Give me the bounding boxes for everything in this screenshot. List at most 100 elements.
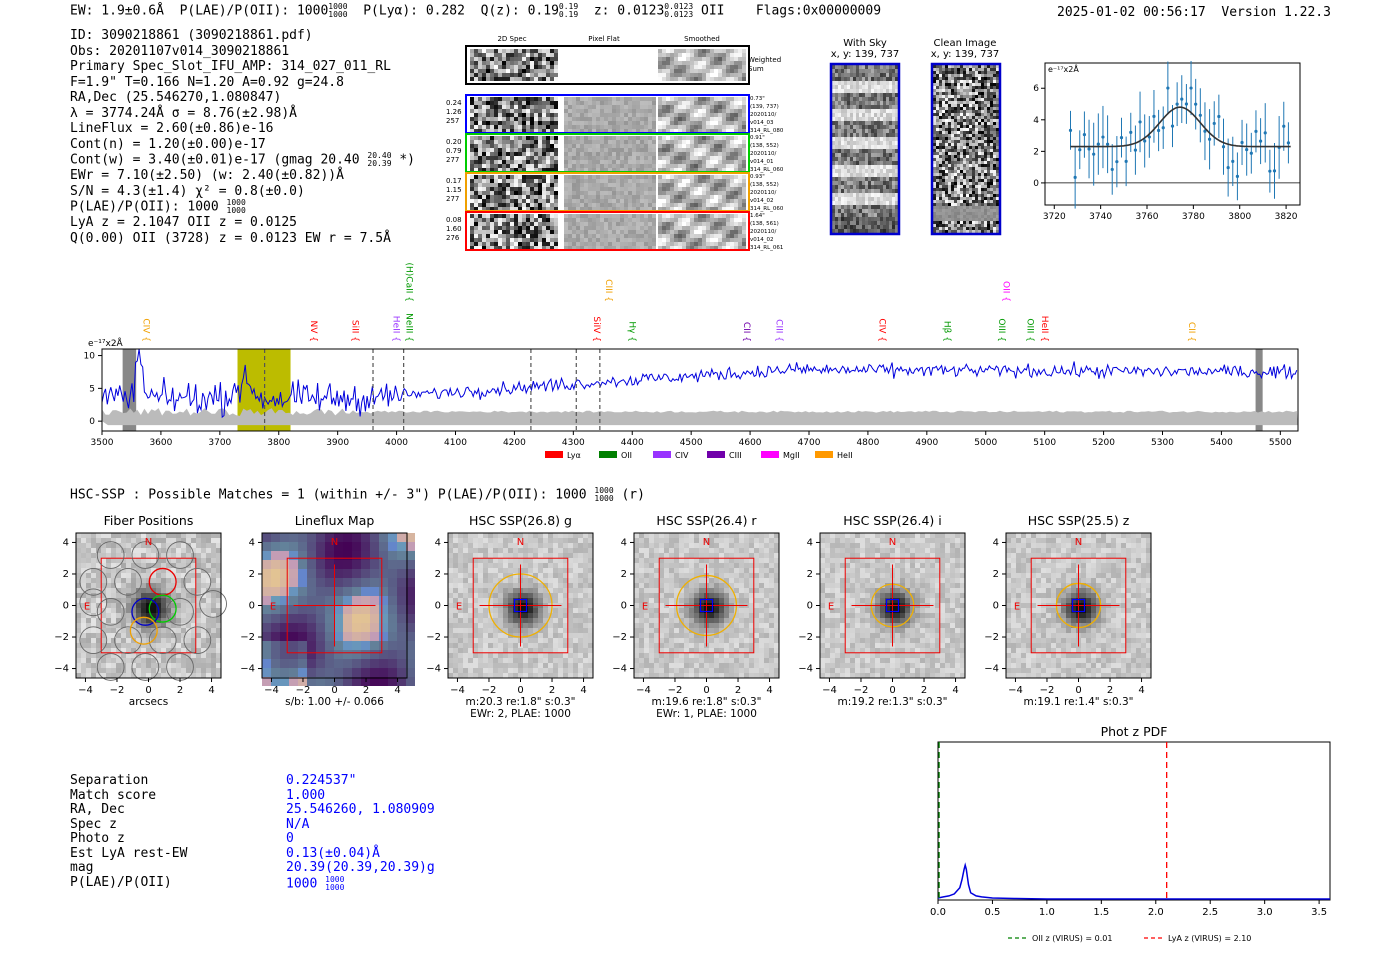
noise-pixel	[718, 160, 722, 164]
sky-pixel	[847, 169, 850, 173]
noise-pixel	[694, 203, 698, 207]
clean-pixel	[942, 152, 945, 155]
noise-pixel	[592, 97, 596, 101]
sky-pixel	[877, 81, 880, 85]
clean-pixel	[987, 68, 990, 71]
noise-pixel	[608, 148, 612, 152]
clean-pixel	[972, 182, 975, 185]
noise-pixel	[722, 234, 726, 238]
noise-pixel	[682, 242, 686, 246]
clean-pixel	[942, 200, 945, 203]
noise-pixel	[514, 222, 518, 226]
noise-pixel	[698, 69, 702, 73]
clean-pixel	[987, 176, 990, 179]
clean-pixel	[993, 80, 996, 83]
noise-pixel	[726, 238, 730, 242]
noise-pixel	[710, 183, 714, 187]
clean-pixel	[981, 218, 984, 221]
noise-pixel	[678, 242, 682, 246]
noise-pixel	[718, 109, 722, 113]
clean-pixel	[957, 149, 960, 152]
noise-pixel	[730, 168, 734, 172]
noise-pixel	[678, 97, 682, 101]
clean-pixel	[945, 86, 948, 89]
noise-pixel	[698, 203, 702, 207]
noise-pixel	[490, 230, 494, 234]
clean-pixel	[942, 80, 945, 83]
header-z: z: 0.0123	[593, 3, 665, 19]
noise-pixel	[502, 222, 506, 226]
sky-pixel	[835, 129, 838, 133]
sky-pixel	[883, 193, 886, 197]
clean-pixel	[945, 95, 948, 98]
noise-pixel	[648, 152, 652, 156]
noise-pixel	[576, 97, 580, 101]
sky-pixel	[856, 185, 859, 189]
clean-pixel	[957, 137, 960, 140]
clean-pixel	[933, 155, 936, 158]
noise-pixel	[526, 97, 530, 101]
clean-pixel	[957, 101, 960, 104]
noise-pixel	[502, 117, 506, 121]
noise-pixel	[636, 129, 640, 133]
sky-pixel	[847, 113, 850, 117]
sky-pixel	[880, 141, 883, 145]
noise-pixel	[666, 238, 670, 242]
sky-pixel	[853, 81, 856, 85]
noise-pixel	[576, 218, 580, 222]
noise-pixel	[554, 105, 558, 109]
noise-pixel	[592, 117, 596, 121]
noise-pixel	[506, 199, 510, 203]
noise-pixel	[502, 203, 506, 207]
sky-pixel	[844, 213, 847, 217]
clean-pixel	[972, 155, 975, 158]
sky-pixel	[850, 153, 853, 157]
sky-pixel	[856, 173, 859, 177]
noise-pixel	[714, 156, 718, 160]
noise-pixel	[730, 152, 734, 156]
noise-pixel	[674, 195, 678, 199]
noise-pixel	[678, 57, 682, 61]
noise-pixel	[640, 187, 644, 191]
sky-pixel	[856, 145, 859, 149]
noise-pixel	[550, 242, 554, 246]
noise-pixel	[482, 125, 486, 129]
sky-pixel	[880, 125, 883, 129]
noise-pixel	[722, 73, 726, 77]
noise-pixel	[568, 140, 572, 144]
noise-pixel	[486, 57, 490, 61]
noise-pixel	[698, 183, 702, 187]
clean-pixel	[939, 206, 942, 209]
noise-pixel	[710, 136, 714, 140]
noise-pixel	[648, 97, 652, 101]
noise-pixel	[714, 148, 718, 152]
noise-pixel	[470, 113, 474, 117]
noise-pixel	[486, 49, 490, 53]
sky-pixel	[868, 193, 871, 197]
noise-pixel	[662, 203, 666, 207]
clean-pixel	[957, 161, 960, 164]
noise-pixel	[494, 191, 498, 195]
noise-pixel	[726, 49, 730, 53]
noise-pixel	[506, 195, 510, 199]
sky-pixel	[847, 185, 850, 189]
noise-pixel	[648, 222, 652, 226]
clean-pixel	[969, 185, 972, 188]
sky-pixel	[871, 81, 874, 85]
clean-pixel	[960, 71, 963, 74]
sky-pixel	[874, 89, 877, 93]
noise-pixel	[478, 156, 482, 160]
noise-pixel	[600, 203, 604, 207]
sky-pixel	[892, 97, 895, 101]
sky-pixel	[850, 85, 853, 89]
noise-pixel	[474, 53, 478, 57]
noise-pixel	[674, 179, 678, 183]
noise-pixel	[658, 109, 662, 113]
clean-pixel	[963, 77, 966, 80]
sky-pixel	[862, 93, 865, 97]
noise-pixel	[600, 125, 604, 129]
sky-pixel	[868, 125, 871, 129]
noise-pixel	[554, 191, 558, 195]
clean-pixel	[978, 167, 981, 170]
noise-pixel	[522, 230, 526, 234]
